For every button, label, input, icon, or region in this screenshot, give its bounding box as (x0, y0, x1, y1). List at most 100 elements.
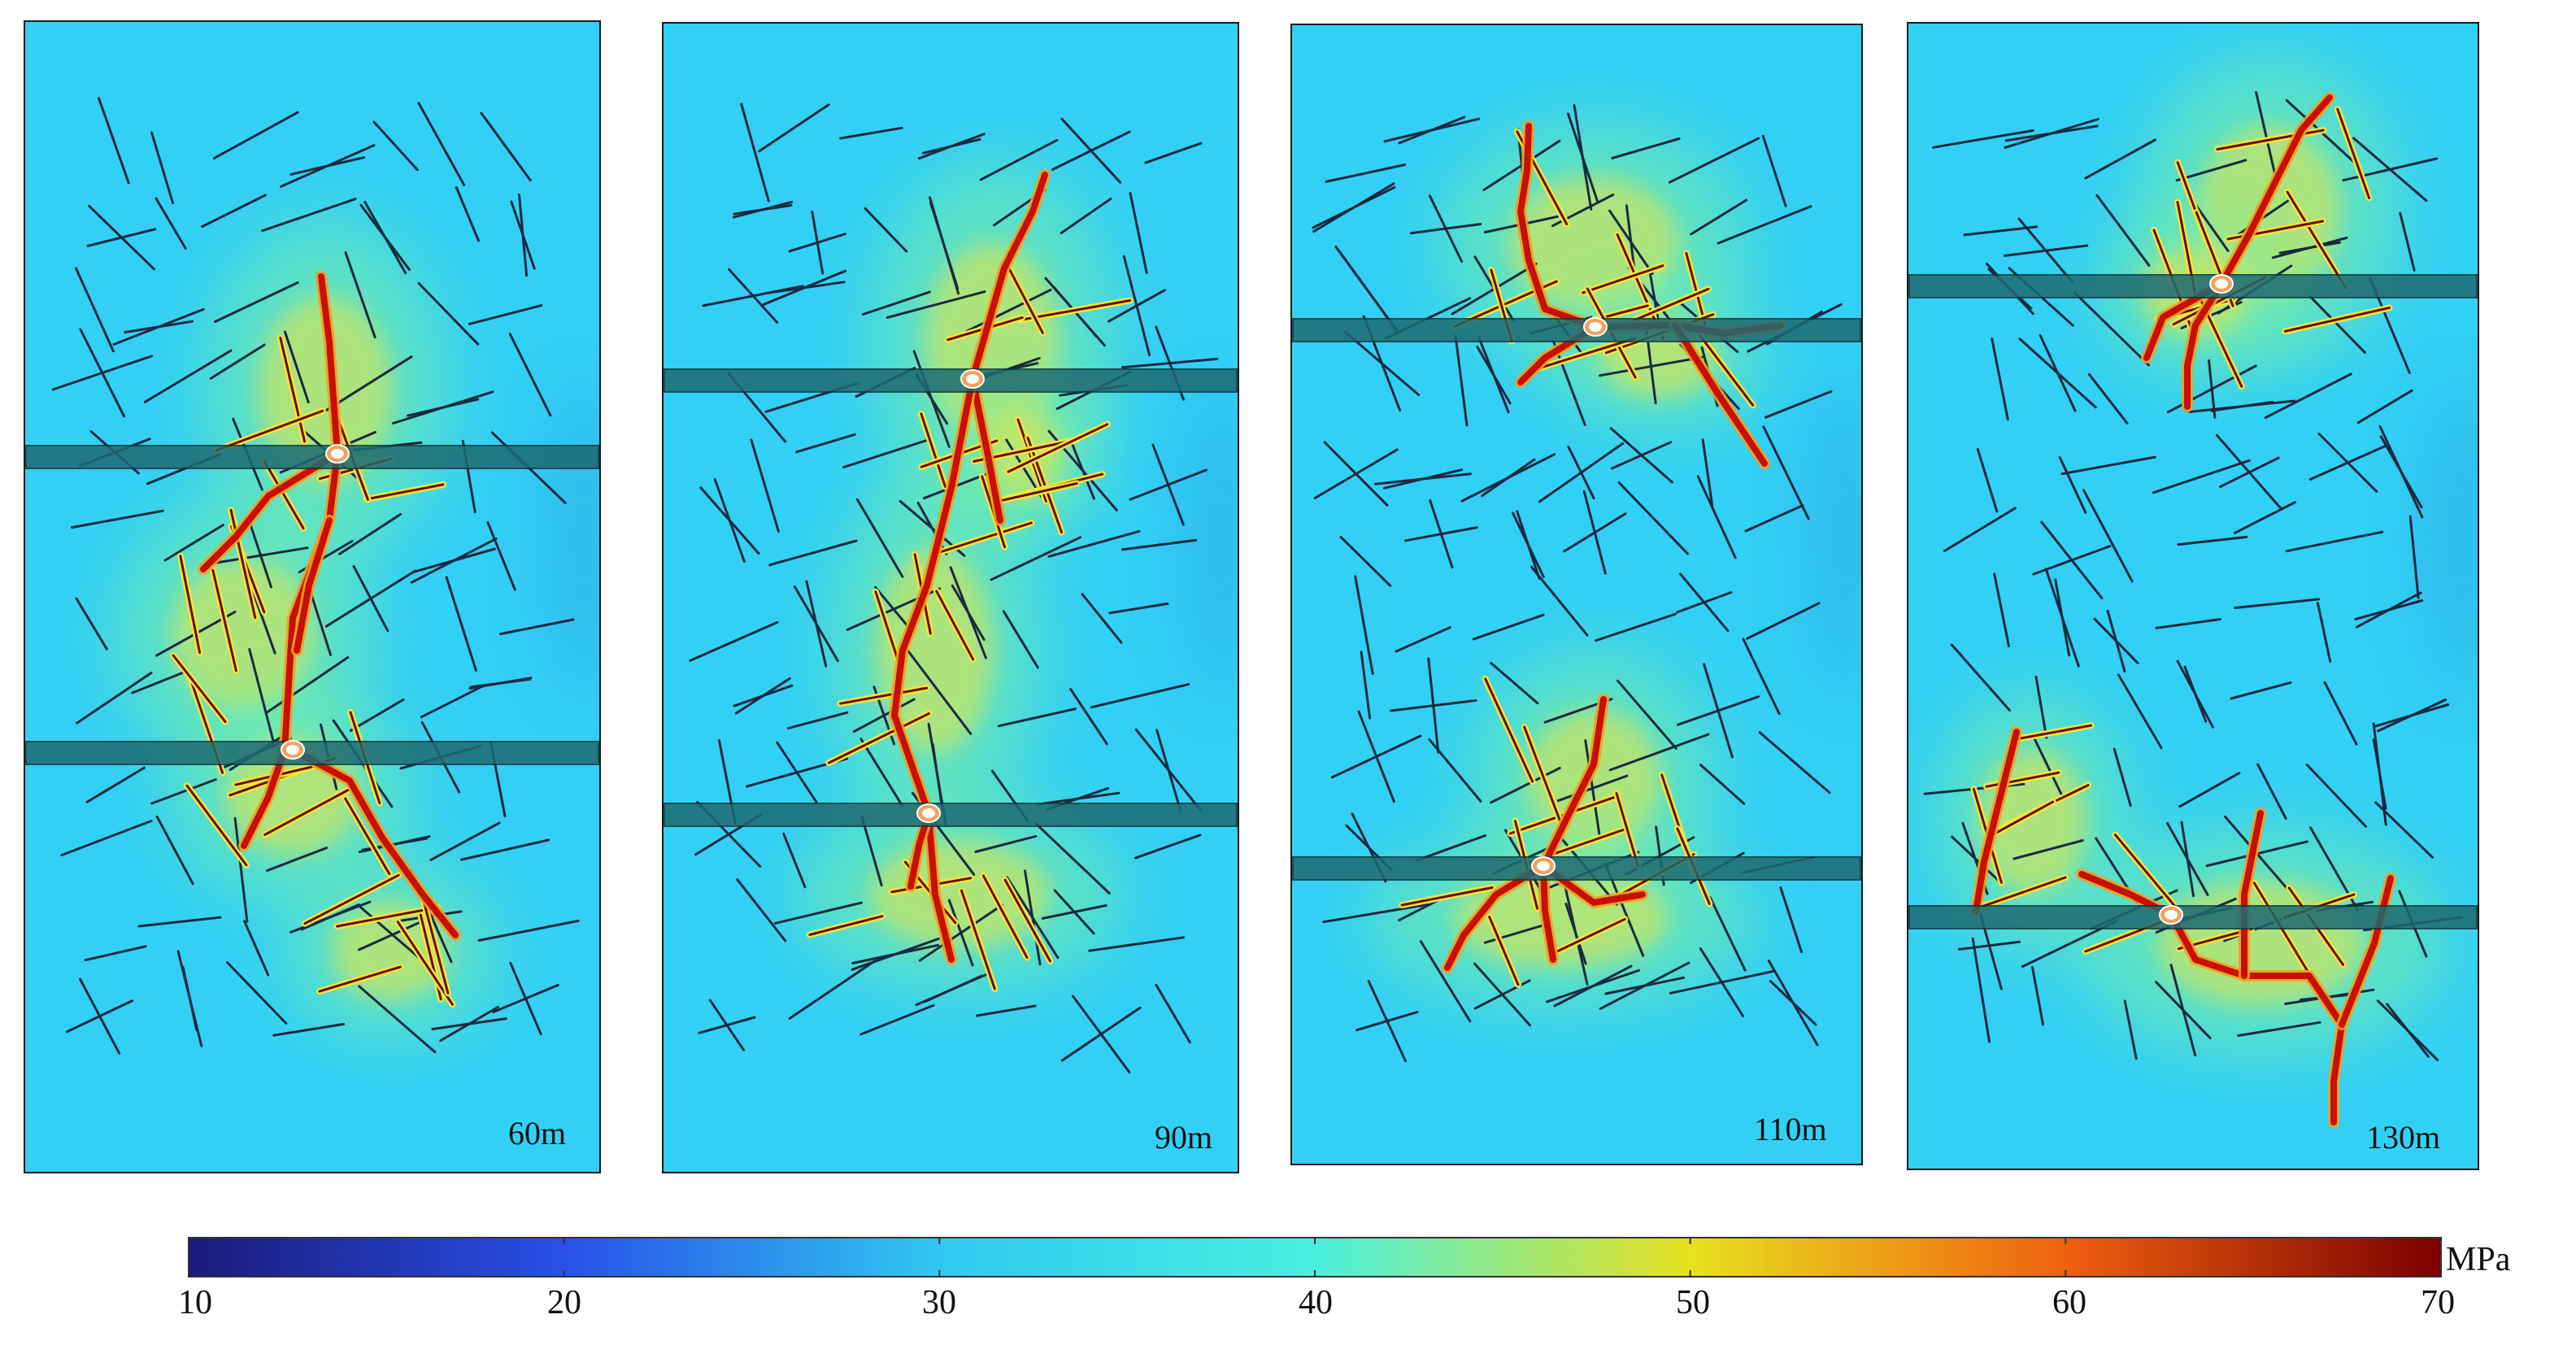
activated-fracture (185, 784, 248, 867)
natural-fracture (864, 207, 908, 253)
activated-fracture (839, 686, 929, 705)
natural-fracture (137, 916, 222, 928)
natural-fracture (874, 585, 913, 633)
panel-border (1290, 24, 1863, 1165)
natural-fracture (266, 847, 328, 873)
natural-fracture (325, 355, 413, 411)
natural-fracture (1454, 335, 1469, 427)
natural-fracture (1779, 886, 1803, 953)
natural-fracture (1090, 683, 1190, 709)
natural-fracture (1746, 602, 1821, 640)
natural-fracture (1604, 976, 1686, 995)
natural-fracture (750, 438, 780, 533)
natural-fracture (979, 138, 1059, 181)
natural-fracture (124, 320, 194, 334)
natural-fracture (2399, 211, 2416, 272)
panel-2 (1290, 24, 1863, 1165)
natural-fracture (265, 655, 350, 714)
natural-fracture (1701, 438, 1714, 507)
natural-fracture (1957, 940, 2021, 951)
natural-fracture (1088, 936, 1185, 952)
colorbar-tick-40: 40 (1299, 1284, 1333, 1321)
panel-label-90m: 90m (1155, 1119, 1213, 1156)
natural-fracture (1355, 1011, 1419, 1032)
natural-fracture (2082, 489, 2134, 583)
natural-fracture (2106, 609, 2126, 672)
natural-fracture (1556, 774, 1629, 803)
panel-border (1907, 22, 2479, 1170)
activated-fractures (806, 261, 1134, 992)
natural-fracture (1354, 575, 1374, 675)
natural-fracture (2285, 530, 2384, 553)
hydraulic-fracture (1672, 322, 1768, 467)
natural-fracture (2218, 456, 2280, 489)
natural-fracture (150, 778, 217, 805)
natural-fracture (1121, 538, 1198, 551)
colorbar-tick-60: 60 (2052, 1284, 2086, 1321)
natural-fracture (2113, 747, 2132, 807)
natural-fracture (1325, 163, 1407, 183)
natural-fracture (2060, 455, 2156, 476)
natural-fracture (143, 349, 233, 403)
natural-fracture (782, 832, 807, 889)
natural-fracture (2356, 591, 2422, 629)
colorbar-tick-30: 30 (922, 1284, 956, 1321)
natural-fracture (1323, 441, 1389, 507)
natural-fracture (76, 671, 153, 725)
hydraulic-fracture (2241, 810, 2264, 979)
natural-fracture (226, 961, 288, 1025)
natural-fracture (338, 512, 402, 555)
natural-fracture (859, 1003, 935, 1036)
activated-fracture (1986, 800, 2055, 839)
natural-fracture (2003, 244, 2089, 257)
natural-fracture (2230, 681, 2292, 700)
natural-fracture (2058, 456, 2087, 514)
natural-fracture (762, 269, 847, 306)
natural-fracture (1428, 194, 1464, 263)
natural-fracture (445, 576, 477, 672)
activated-fracture (808, 915, 884, 936)
activated-fracture (827, 712, 930, 764)
natural-fracture (155, 815, 194, 886)
activated-fracture (344, 797, 391, 876)
natural-fracture (1742, 638, 1781, 716)
natural-fracture (2386, 1003, 2430, 1058)
natural-fracture (997, 707, 1077, 728)
natural-fracture (776, 741, 818, 804)
activated-fracture (874, 590, 901, 665)
natural-fracture (431, 1017, 507, 1030)
natural-fracture (455, 186, 480, 242)
colorbar-tick-50: 50 (1676, 1284, 1710, 1321)
natural-fracture (2352, 137, 2428, 202)
natural-fracture (344, 251, 376, 339)
natural-fracture (740, 102, 770, 202)
activated-fracture (960, 889, 996, 990)
activated-fracture (263, 789, 350, 836)
natural-fracture (201, 194, 267, 229)
natural-fracture (929, 196, 960, 295)
natural-fracture (732, 201, 794, 219)
natural-fracture (1608, 733, 1710, 772)
natural-fracture (2305, 764, 2367, 828)
natural-fracture (1053, 889, 1095, 935)
natural-fracture (2084, 138, 2156, 180)
natural-fracture (860, 816, 883, 887)
natural-fracture (2264, 372, 2352, 420)
natural-fracture (163, 524, 224, 562)
natural-fracture (2177, 535, 2248, 546)
natural-fracture (839, 126, 903, 140)
natural-fracture (249, 522, 272, 589)
natural-fracture (1993, 572, 2010, 647)
natural-fracture (1708, 896, 1747, 972)
natural-fracture (79, 328, 126, 418)
natural-fracture (1669, 970, 1774, 995)
natural-fracture (1595, 612, 1677, 642)
natural-fracture (1758, 731, 1831, 794)
natural-fracture (2372, 722, 2387, 826)
natural-fracture (708, 999, 745, 1051)
natural-fracture (1155, 983, 1191, 1043)
natural-fracture (1668, 137, 1760, 184)
natural-fracture (1337, 249, 1396, 329)
natural-fracture (2087, 372, 2129, 425)
